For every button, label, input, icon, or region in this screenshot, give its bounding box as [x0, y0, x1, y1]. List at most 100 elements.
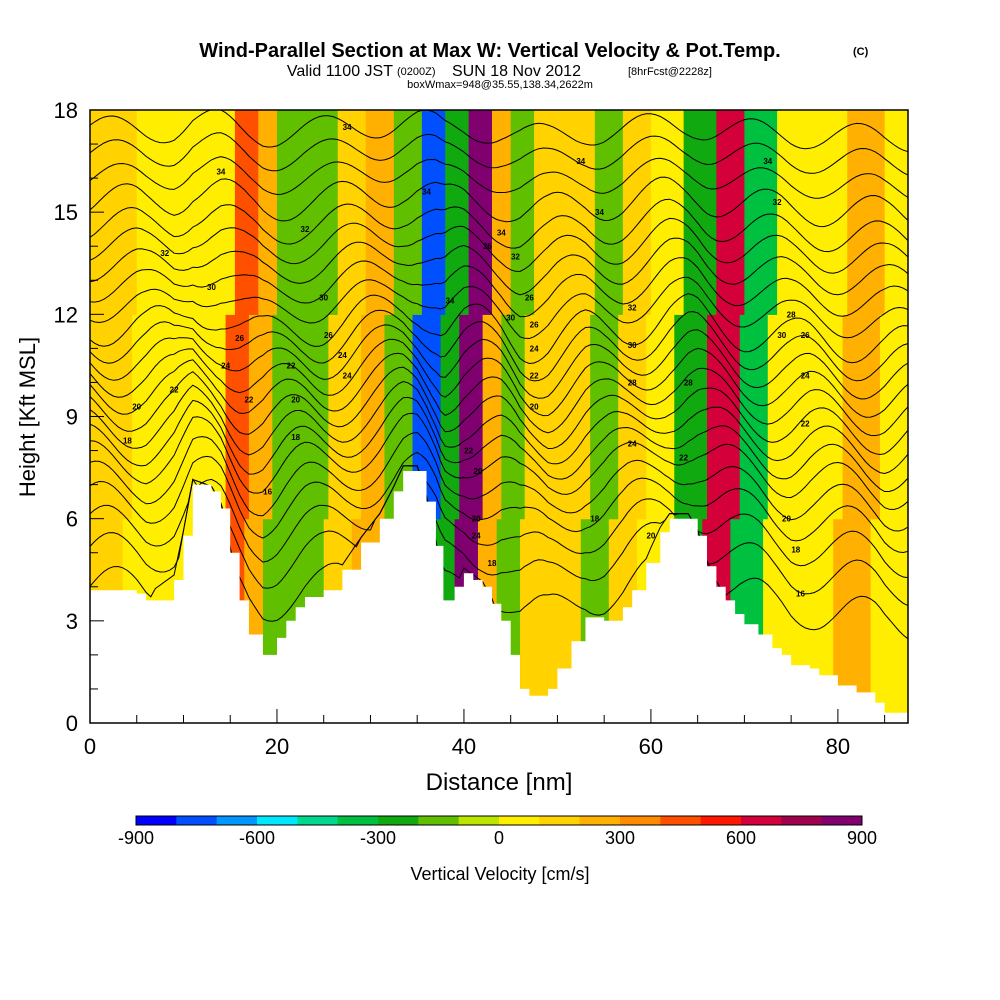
velocity-cell	[749, 518, 755, 723]
velocity-cell	[875, 314, 881, 520]
velocity-cell	[837, 314, 844, 520]
velocity-cell	[707, 314, 713, 520]
contour-label: 34	[763, 157, 772, 166]
velocity-cell	[823, 314, 830, 520]
velocity-cell	[842, 110, 848, 315]
velocity-cell	[548, 518, 554, 723]
contour-label: 18	[590, 515, 599, 524]
isentrope-line	[90, 293, 908, 365]
velocity-cell	[664, 110, 671, 315]
contour-label: 34	[497, 229, 506, 238]
velocity-cell	[113, 314, 119, 520]
velocity-cell	[683, 314, 689, 520]
velocity-cell	[230, 314, 236, 520]
velocity-cell	[636, 110, 643, 315]
velocity-cell	[160, 314, 166, 520]
velocity-cell	[253, 110, 259, 315]
velocity-cell	[506, 110, 512, 315]
velocity-cell	[169, 314, 175, 520]
velocity-cell	[473, 314, 479, 520]
isentrope-line	[90, 237, 908, 296]
contour-label: 20	[782, 515, 791, 524]
isentrope-line	[90, 198, 908, 253]
colorbar-tick-label: 600	[726, 828, 756, 848]
velocity-cell	[426, 110, 432, 315]
velocity-cell	[618, 110, 624, 315]
velocity-cell	[160, 110, 166, 315]
velocity-cell	[496, 110, 502, 315]
velocity-cell	[351, 314, 358, 520]
velocity-cell	[347, 110, 353, 315]
velocity-cell	[248, 314, 255, 520]
velocity-cell	[417, 110, 423, 315]
velocity-cell	[356, 110, 362, 315]
velocity-cell	[758, 110, 764, 315]
velocity-cell	[725, 314, 731, 520]
velocity-cell	[454, 314, 460, 520]
velocity-cell	[482, 110, 488, 315]
contour-label: 20	[472, 515, 481, 524]
velocity-cell	[524, 518, 530, 723]
velocity-cell	[898, 110, 904, 315]
velocity-cell	[431, 314, 437, 520]
colorbar-swatch	[781, 816, 823, 825]
velocity-cell	[314, 314, 320, 520]
velocity-cell	[370, 110, 376, 315]
velocity-cell	[230, 110, 236, 315]
colorbar-swatch	[458, 816, 500, 825]
velocity-cell	[290, 314, 297, 520]
velocity-cell	[823, 110, 830, 315]
velocity-cell	[674, 110, 680, 315]
velocity-cell	[501, 110, 507, 315]
velocity-cell	[295, 314, 301, 520]
velocity-cell	[744, 110, 750, 315]
velocity-cell	[174, 314, 180, 520]
velocity-cell	[122, 314, 128, 520]
contour-label: 18	[488, 559, 497, 568]
velocity-cell	[879, 110, 886, 315]
contour-label: 24	[472, 532, 481, 541]
velocity-cell	[202, 110, 208, 315]
contour-label: 24	[338, 351, 347, 360]
velocity-cell	[786, 314, 792, 520]
velocity-cell	[889, 110, 895, 315]
velocity-cell	[440, 314, 446, 520]
colorbar-swatch	[579, 816, 621, 825]
isentrope-line	[90, 110, 908, 153]
velocity-cell	[749, 314, 755, 520]
velocity-cell	[220, 110, 227, 315]
velocity-cell	[837, 110, 844, 315]
contour-label: 22	[530, 372, 539, 381]
velocity-cell	[580, 518, 587, 723]
velocity-cell	[557, 314, 563, 520]
contour-label: 20	[474, 467, 483, 476]
velocity-cell	[692, 314, 699, 520]
contour-label: 32	[160, 249, 169, 258]
velocity-cell	[837, 518, 844, 723]
velocity-cell	[903, 314, 908, 520]
velocity-cell	[763, 314, 769, 520]
velocity-cell	[529, 314, 535, 520]
velocity-cell	[309, 314, 315, 520]
velocity-cell	[678, 314, 685, 520]
velocity-cell	[463, 314, 470, 520]
velocity-cell	[599, 110, 605, 315]
velocity-cell	[169, 110, 175, 315]
velocity-cell	[758, 518, 764, 723]
velocity-cell	[571, 314, 577, 520]
velocity-cell	[744, 518, 750, 723]
velocity-cell	[889, 314, 895, 520]
isentrope-line	[90, 338, 908, 418]
contour-label: 24	[221, 361, 230, 370]
y-tick-label: 3	[66, 609, 78, 634]
velocity-cell	[730, 110, 736, 315]
velocity-cell	[295, 110, 301, 315]
velocity-cell	[538, 518, 544, 723]
velocity-cell	[893, 518, 900, 723]
contour-label: 30	[777, 331, 786, 340]
velocity-cell	[655, 314, 661, 520]
velocity-cell	[398, 110, 404, 315]
velocity-cell	[225, 314, 231, 520]
velocity-cell	[155, 110, 161, 315]
colorbar-swatch	[821, 816, 863, 825]
